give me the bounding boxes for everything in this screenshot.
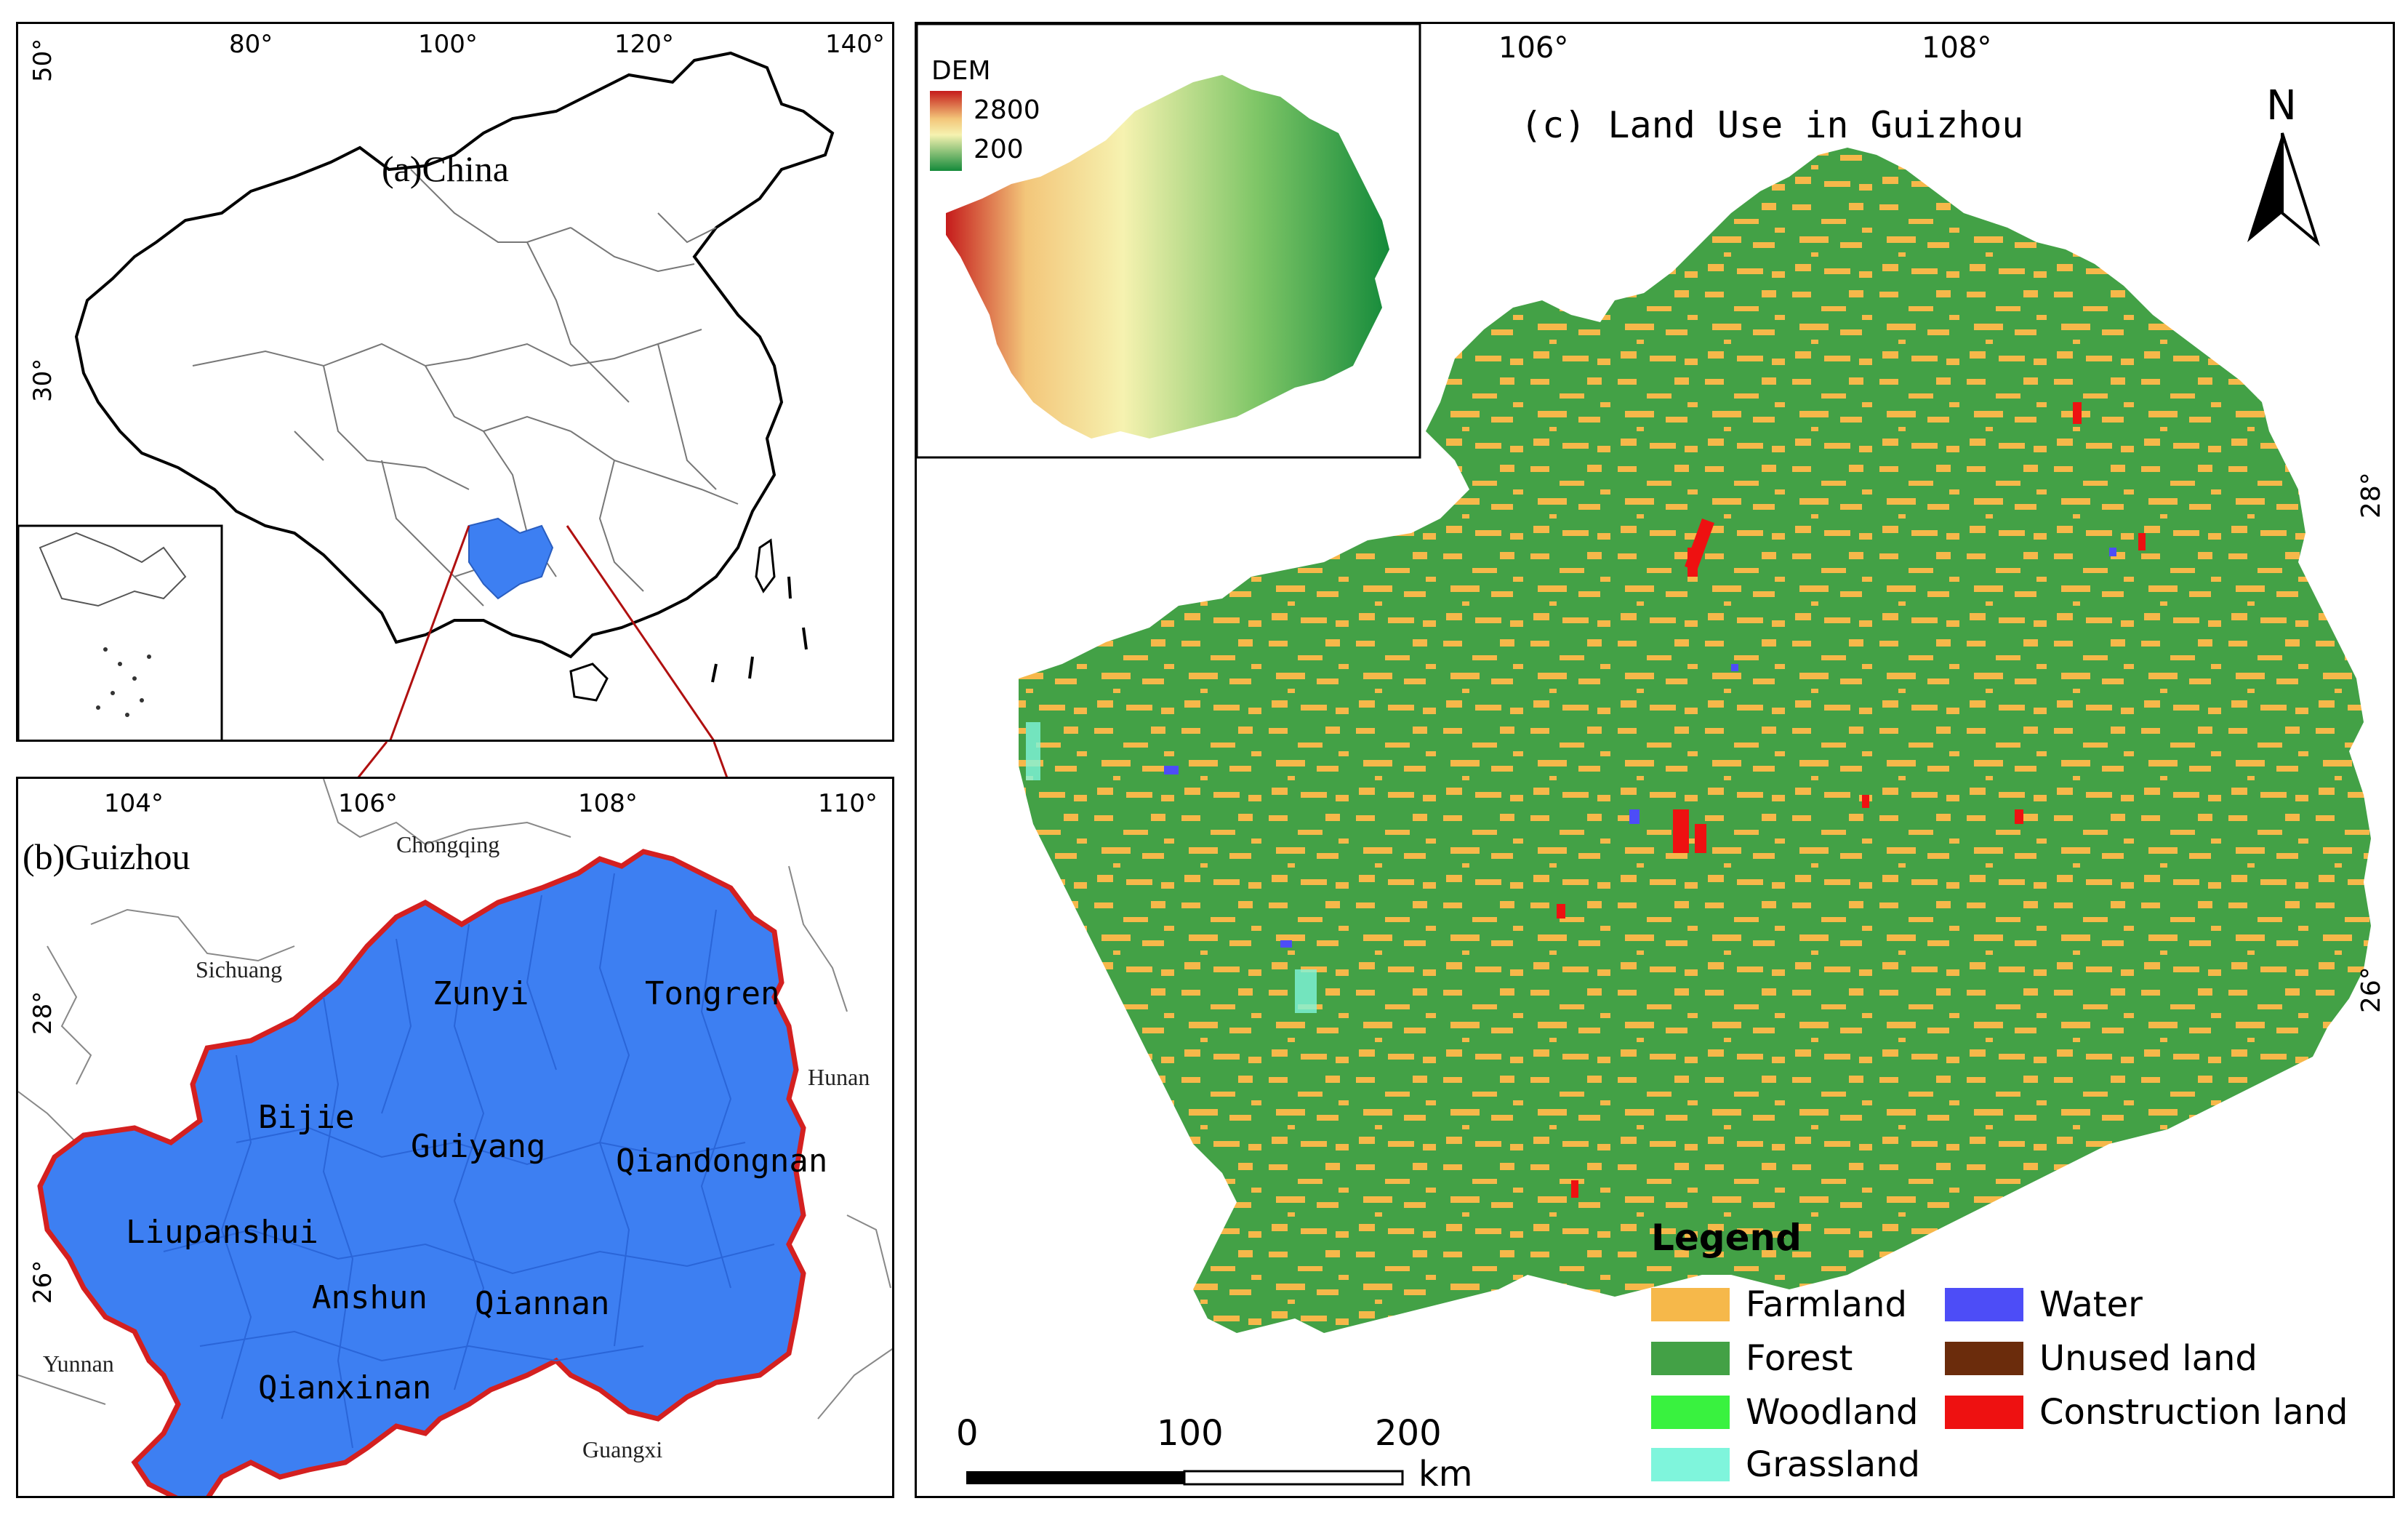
zoom-line-right xyxy=(566,525,715,740)
legend-label: Unused land xyxy=(2039,1338,2258,1379)
legend-swatch xyxy=(1651,1288,1730,1321)
neighbor-label-guangxi: Guangxi xyxy=(582,1436,663,1462)
scale-bar-black xyxy=(966,1471,1184,1484)
lon-tick-label: 106° xyxy=(1498,31,1569,65)
legend-swatch xyxy=(1651,1396,1730,1429)
lat-tick-label: 26° xyxy=(2356,966,2386,1013)
dem-label: DEM xyxy=(931,56,991,86)
legend-item-water: Water xyxy=(1945,1284,2143,1325)
prefecture-label-qiandongnan: Qiandongnan xyxy=(616,1142,828,1180)
lon-tick-label: 108° xyxy=(578,789,638,818)
prefecture-label-zunyi: Zunyi xyxy=(433,975,529,1012)
legend-item-woodland: Woodland xyxy=(1651,1392,1919,1433)
guizhou-province-shape xyxy=(37,849,806,1496)
dem-color-ramp xyxy=(930,91,962,171)
lon-tick-label: 104° xyxy=(104,789,164,818)
neighbor-label-sichuang: Sichuang xyxy=(196,956,283,982)
legend-item-farmland: Farmland xyxy=(1651,1284,1907,1325)
panel-b-title: (b)Guizhou xyxy=(23,836,190,877)
prefecture-label-qiannan: Qiannan xyxy=(475,1285,610,1322)
legend-label: Grassland xyxy=(1746,1444,1920,1485)
scale-label-100: 100 xyxy=(1157,1413,1224,1454)
guizhou-land-use-shape xyxy=(1019,148,2371,1333)
legend-label: Woodland xyxy=(1746,1392,1919,1433)
neighbor-label-chongqing: Chongqing xyxy=(396,831,500,857)
legend-title: Legend xyxy=(1651,1217,1802,1259)
legend-item-forest: Forest xyxy=(1651,1338,1853,1379)
legend-label: Farmland xyxy=(1746,1284,1907,1325)
scale-bar-white xyxy=(1183,1470,1404,1486)
prefecture-label-anshun: Anshun xyxy=(312,1279,428,1316)
lat-tick-label: 28° xyxy=(2356,472,2386,519)
prefecture-label-qianxinan: Qianxinan xyxy=(258,1369,432,1406)
grassland-patches xyxy=(1026,722,1317,1013)
lon-tick-label: 80° xyxy=(229,30,273,59)
china-outline xyxy=(74,51,835,659)
prefecture-label-bijie: Bijie xyxy=(258,1099,355,1136)
legend-label: Construction land xyxy=(2039,1392,2348,1433)
legend-label: Forest xyxy=(1746,1338,1853,1379)
legend-label: Water xyxy=(2039,1284,2143,1325)
lat-tick-label: 28° xyxy=(28,990,57,1035)
panel-guizhou-map: (b)Guizhou 104° 106° 108° 110° 28° 26° Z… xyxy=(16,777,894,1498)
lon-tick-label: 106° xyxy=(338,789,398,818)
legend-item-construction-land: Construction land xyxy=(1945,1392,2348,1433)
legend-item-unused-land: Unused land xyxy=(1945,1338,2258,1379)
legend-swatch xyxy=(1945,1396,2023,1429)
construction-land-patches xyxy=(1557,402,2146,1198)
hainan-island xyxy=(569,663,609,702)
north-arrow-icon xyxy=(2247,132,2320,247)
legend-swatch xyxy=(1945,1288,2023,1321)
legend-item-grassland: Grassland xyxy=(1651,1444,1920,1485)
legend-swatch xyxy=(1651,1448,1730,1481)
panel-land-use-map: DEM 2800 200 (c) Land Use in Guizhou 106… xyxy=(915,22,2395,1498)
scale-unit: km xyxy=(1418,1454,1473,1494)
prefecture-label-guiyang: Guiyang xyxy=(411,1128,546,1165)
north-label: N xyxy=(2266,82,2297,129)
guizhou-prefecture-map xyxy=(18,779,892,1496)
lat-tick-label: 26° xyxy=(28,1260,57,1304)
legend-swatch xyxy=(1651,1342,1730,1375)
neighbor-boundaries xyxy=(18,779,892,1420)
guizhou-highlight xyxy=(468,517,554,600)
scale-label-200: 200 xyxy=(1375,1413,1442,1454)
zoom-line-left xyxy=(389,525,470,740)
prefecture-label-tongren: Tongren xyxy=(645,975,780,1012)
lon-tick-label: 110° xyxy=(818,789,878,818)
scale-label-0: 0 xyxy=(956,1413,979,1454)
panel-china-map: (a)China 80° 100° 120° 140° 50° 30° xyxy=(16,22,894,742)
panel-c-title: (c) Land Use in Guizhou xyxy=(1520,104,2024,146)
taiwan-island xyxy=(755,538,776,593)
neighbor-label-yunnan: Yunnan xyxy=(43,1350,114,1377)
legend-swatch xyxy=(1945,1342,2023,1375)
china-map-graphic xyxy=(18,51,835,740)
lon-tick-label: 120° xyxy=(614,30,674,59)
lon-tick-label: 140° xyxy=(825,30,885,59)
lon-tick-label: 108° xyxy=(1922,31,1992,65)
dem-min-label: 200 xyxy=(974,135,1024,164)
panel-a-title: (a)China xyxy=(382,148,509,189)
dem-max-label: 2800 xyxy=(974,95,1040,125)
prefecture-label-liupanshui: Liupanshui xyxy=(126,1214,318,1251)
water-patches xyxy=(1164,548,2116,948)
dem-map-shape xyxy=(946,75,1389,439)
neighbor-label-hunan: Hunan xyxy=(808,1064,870,1090)
land-use-graphic xyxy=(917,24,2371,1486)
county-boundaries xyxy=(163,873,775,1449)
lon-tick-label: 100° xyxy=(418,30,478,59)
